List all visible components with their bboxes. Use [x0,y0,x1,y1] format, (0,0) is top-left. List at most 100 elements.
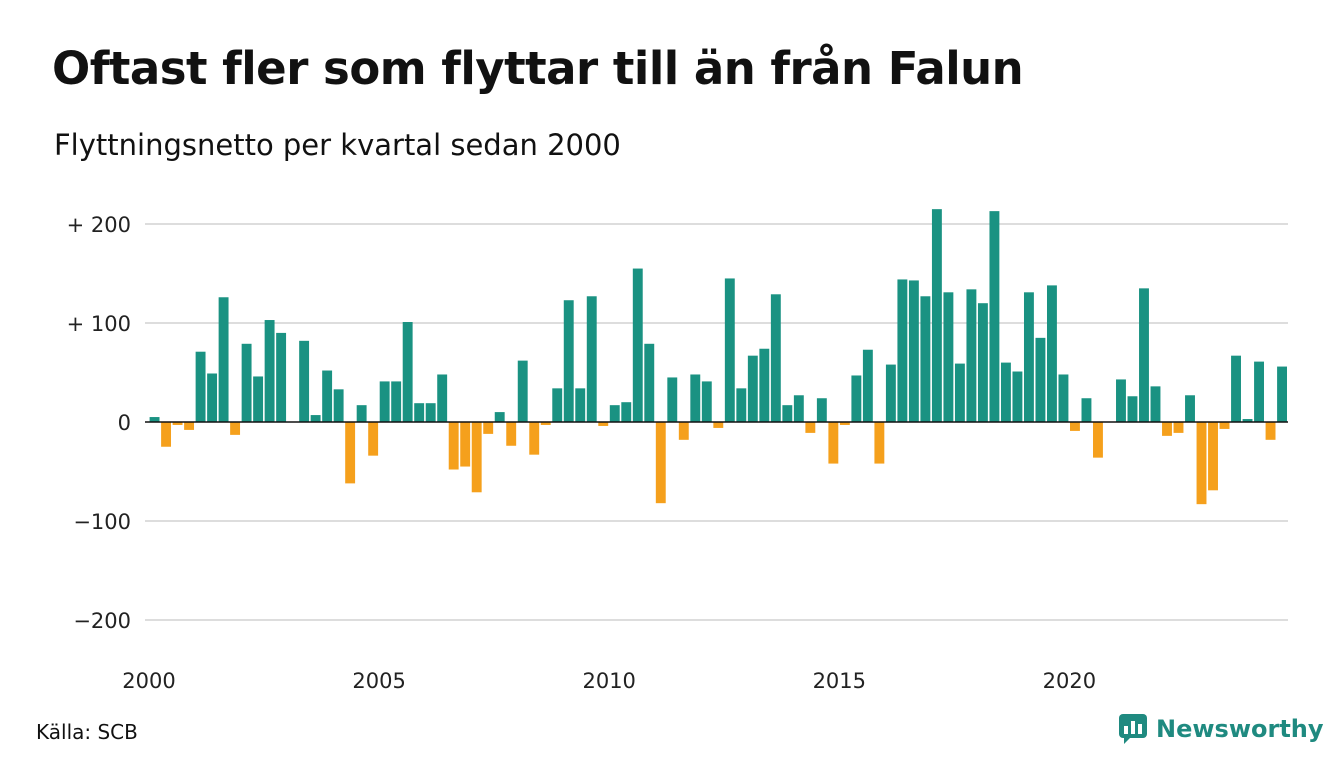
x-axis-ticks: 2000 2005 2010 2015 2020 [122,669,1096,693]
bar-positive [966,289,977,422]
bar-negative [1173,422,1184,433]
bar-positive [552,388,563,422]
bar-negative [471,422,482,493]
bar-positive [356,405,367,422]
brand-name: Newsworthy [1156,715,1324,743]
bar-negative [1162,422,1172,436]
bar-positive [563,300,574,422]
bar-positive [621,402,632,422]
bar-positive [414,403,425,422]
bar-positive [333,389,344,422]
bar-negative [1208,422,1218,491]
bar-positive [667,377,678,422]
bar-positive [437,374,448,422]
bar-negative [805,422,816,433]
bar-positive [1058,374,1069,422]
bar-positive [954,363,965,422]
bar-negative [874,422,885,464]
bar-positive [989,211,1000,422]
bar-positive [943,292,954,422]
bar-positive [747,355,758,422]
bar-positive [241,343,252,422]
bar-positive [391,381,402,422]
y-tick-label: + 200 [67,213,131,237]
bar-positive [816,398,827,422]
bar-positive [701,381,712,422]
bar-negative [448,422,459,470]
bar-negative [529,422,540,455]
bar-negative [828,422,839,464]
bar-positive [586,296,597,422]
y-tick-label: + 100 [67,312,131,336]
grid-lines [145,223,1288,621]
bar-positive [862,349,873,422]
bar-negative [230,422,241,435]
x-tick-label: 2010 [582,669,635,693]
bar-positive [195,351,206,422]
bar-positive [1185,395,1195,422]
x-tick-label: 2020 [1043,669,1096,693]
bars [149,209,1287,505]
bar-positive [724,278,735,422]
bar-positive [218,297,229,422]
bar-negative [161,422,172,447]
bar-negative [1265,422,1276,440]
bar-positive [253,376,264,422]
bar-positive [264,320,275,422]
bar-negative [345,422,356,484]
bar-positive [1081,398,1092,422]
bar-positive [759,348,770,422]
bar-positive [517,360,528,422]
bar-negative [172,422,183,425]
bar-positive [1035,337,1046,422]
bar-positive [494,412,505,422]
bar-positive [1277,366,1287,422]
bar-negative [598,422,609,426]
bar-positive [690,374,701,422]
bar-positive [379,381,390,422]
bar-positive [977,303,988,422]
bar-positive [920,296,931,422]
bar-positive [736,388,747,422]
bar-negative [713,422,724,428]
bar-negative [460,422,471,467]
bar-negative [483,422,494,434]
y-tick-label: −200 [73,609,131,633]
bar-negative [1093,422,1103,458]
bar-negative [655,422,666,504]
y-tick-label: 0 [118,411,131,435]
bar-positive [609,405,620,422]
chart-subtitle: Flyttningsnetto per kvartal sedan 2000 [54,128,621,162]
bar-positive [1150,386,1161,422]
bar-positive [149,417,160,422]
bar-positive [575,388,586,422]
bar-negative [1070,422,1080,431]
bar-positive [207,373,218,422]
bar-positive [1254,361,1264,422]
bar-positive [1139,288,1149,422]
bar-positive [1116,379,1126,422]
bar-negative [678,422,689,440]
bar-positive [1231,355,1241,422]
bar-positive [931,209,942,422]
y-tick-label: −100 [73,510,131,534]
brand-logo: Newsworthy [1118,713,1324,745]
bar-positive [1000,362,1011,422]
bar-positive [402,322,413,422]
bar-positive [770,294,781,422]
bar-negative [540,422,551,425]
x-tick-label: 2005 [352,669,405,693]
bar-negative [506,422,517,446]
bar-negative [839,422,850,425]
bar-positive [299,340,310,422]
bar-negative [184,422,195,430]
newsworthy-logo-icon [1119,714,1147,744]
source-note: Källa: SCB [36,720,138,744]
bar-positive [793,395,804,422]
bar-positive [1127,396,1138,422]
bar-positive [310,415,321,422]
bar-positive [851,375,862,422]
bar-positive [322,370,333,422]
bar-positive [632,268,643,422]
